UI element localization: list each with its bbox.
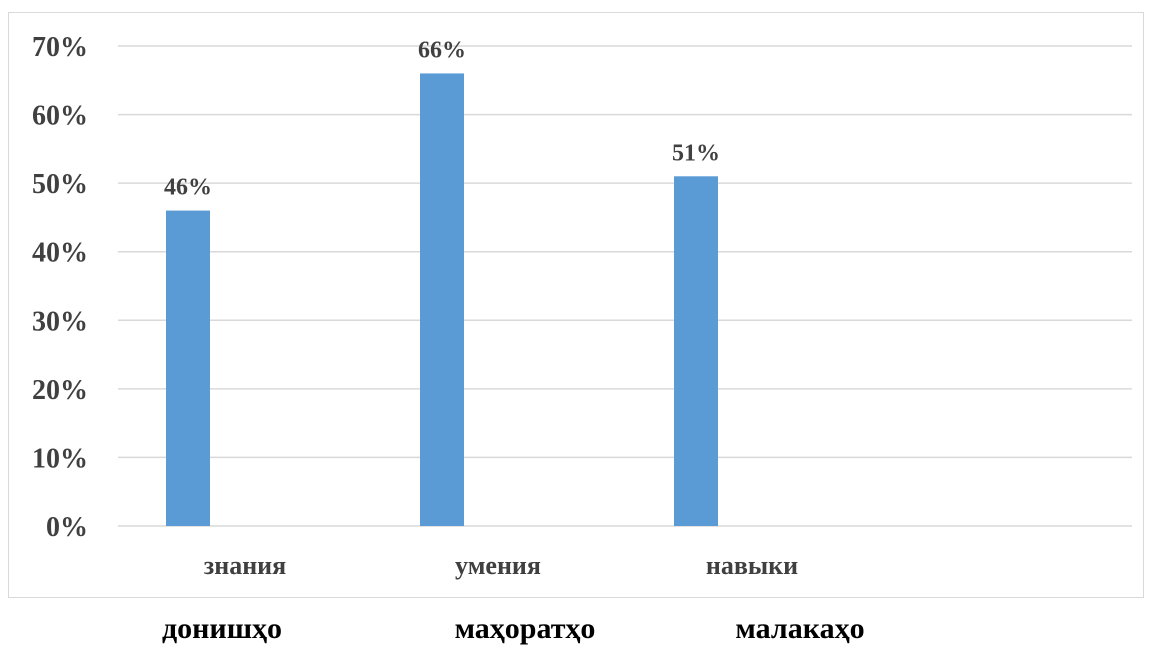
y-tick-label-50: 50% [32, 169, 88, 200]
x-category-label-2: умения [455, 551, 541, 580]
y-tick-label-30: 30% [32, 306, 88, 337]
x-category-label-1: знания [204, 551, 286, 580]
y-tick-label-40: 40% [32, 238, 88, 269]
y-tick-label-20: 20% [32, 375, 88, 406]
x-category-label-3: навыки [706, 551, 798, 580]
data-label-1: 46% [164, 175, 212, 201]
y-tick-label-0: 0% [46, 512, 88, 543]
data-label-2: 66% [418, 37, 466, 63]
data-label-3: 51% [672, 140, 720, 166]
secondary-label-2: маҳоратҳо [454, 612, 596, 645]
secondary-label-3: малакаҳо [735, 612, 865, 645]
y-tick-label-60: 60% [32, 101, 88, 132]
y-tick-label-70: 70% [32, 32, 88, 63]
secondary-label-1: донишҳо [161, 612, 283, 645]
secondary-label-row: донишҳо маҳоратҳо малакаҳо [0, 612, 1152, 648]
bar-1 [166, 210, 210, 527]
y-tick-label-10: 10% [32, 443, 88, 474]
bar-2 [420, 73, 464, 526]
bar-3 [674, 176, 718, 527]
